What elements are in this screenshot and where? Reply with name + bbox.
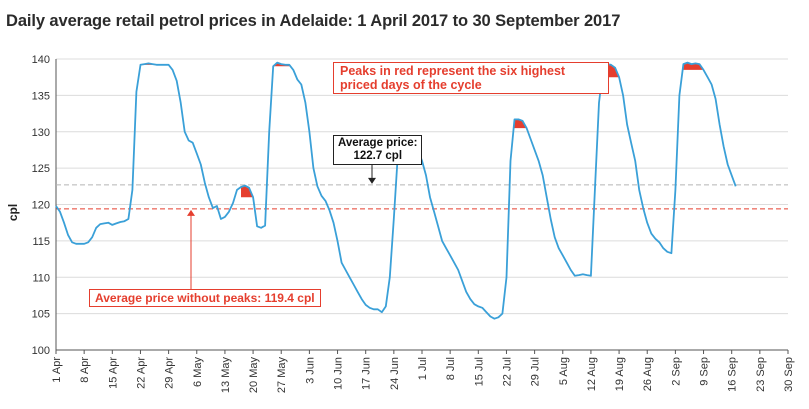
x-tick-label: 27 May [276,357,288,394]
average-price-annotation-line2: 122.7 cpl [353,150,403,162]
x-tick-label: 1 Apr [51,357,63,383]
x-tick-label: 2 Sep [670,357,682,386]
x-tick-label: 16 Sep [727,357,739,392]
peaks-annotation: Peaks in red represent the six highest p… [333,62,609,94]
x-tick-label: 6 May [192,357,204,387]
average-price-annotation-line1: Average price: [338,137,418,149]
x-tick-label: 30 Sep [783,357,795,392]
x-tick-label: 17 Jun [361,357,373,390]
x-tick-label: 13 May [220,357,232,394]
average-price-annotation: Average price: 122.7 cpl [333,135,423,165]
y-tick-label: 125 [32,163,50,175]
average-arrow-head [368,177,376,184]
x-tick-label: 10 Jun [333,357,345,390]
x-tick-label: 29 Jul [530,357,542,386]
x-tick-label: 26 Aug [642,357,654,391]
x-tick-label: 9 Sep [699,357,711,386]
y-tick-label: 140 [32,54,50,66]
average-without-peaks-annotation: Average price without peaks: 119.4 cpl [89,289,321,307]
peak-region [241,185,254,198]
y-tick-label: 100 [32,345,50,357]
x-tick-label: 3 Jun [304,357,316,384]
peaks-annotation-line1: Peaks in red represent the six highest [340,64,566,78]
x-tick-label: 5 Aug [558,357,570,385]
x-axis: 1 Apr 8 Apr 15 Apr 22 Apr 29 Apr 6 May 13 May 2… [51,350,795,393]
x-tick-label: 12 Aug [586,357,598,391]
y-axis: 100 105 110 115 120 125 130 135 140 [32,54,57,357]
x-tick-label: 22 Jul [501,357,513,386]
peaks-annotation-line2: priced days of the cycle [340,78,482,92]
x-tick-label: 15 Apr [107,357,119,389]
x-tick-label: 29 Apr [164,357,176,389]
series [55,61,737,320]
x-tick-label: 8 Jul [445,357,457,380]
x-tick-label: 19 Aug [614,357,626,391]
x-tick-label: 15 Jul [473,357,485,386]
chart-title: Daily average retail petrol prices in Ad… [6,12,621,30]
y-tick-label: 120 [32,200,50,212]
reference-lines [56,184,788,210]
series-line [55,61,737,320]
x-tick-label: 1 Jul [417,357,429,380]
y-tick-label: 130 [32,127,50,139]
y-tick-label: 135 [32,90,50,102]
y-axis-label: cpl [6,204,20,221]
y-tick-label: 115 [32,236,50,248]
x-tick-label: 23 Sep [755,357,767,392]
x-tick-label: 24 Jun [389,357,401,390]
y-tick-label: 110 [32,272,50,284]
x-tick-label: 22 Apr [135,357,147,389]
x-tick-label: 20 May [248,357,260,394]
peak-region [514,119,527,129]
annotation-arrows [187,163,376,289]
no-peaks-arrow-head [187,209,195,216]
x-tick-label: 8 Apr [79,357,91,383]
y-tick-label: 105 [32,309,50,321]
